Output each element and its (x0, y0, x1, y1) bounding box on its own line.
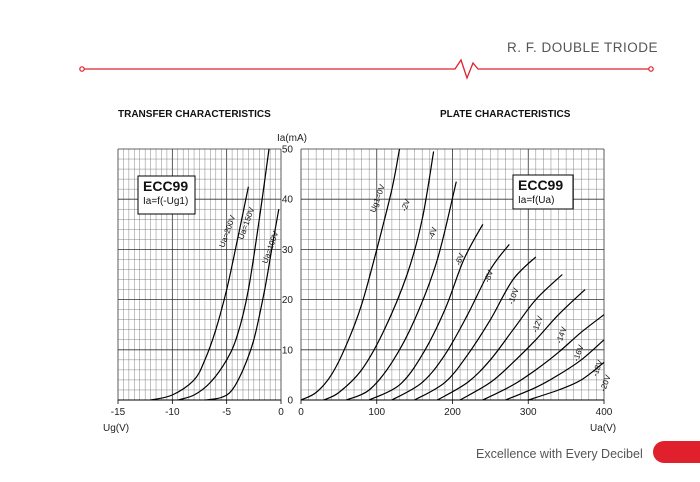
series-curve (300, 148, 401, 401)
series-curve (150, 186, 249, 401)
header-rule-dot-left (79, 66, 85, 72)
legend-box (512, 174, 574, 210)
x-tick-label: 0 (278, 407, 284, 418)
header-rule-line (82, 58, 651, 80)
series-curve (528, 361, 605, 401)
x-tick-label: 400 (596, 407, 613, 418)
series-curve (414, 256, 537, 401)
header-rule-dot-right (648, 66, 654, 72)
x-tick-label: 200 (444, 407, 461, 418)
footer-accent-tab (653, 441, 700, 463)
series-curve (482, 314, 605, 401)
series-label: -4V (426, 225, 439, 240)
series-curve (437, 274, 563, 401)
chart-axes (117, 399, 605, 404)
x-tick-label: -10 (165, 407, 180, 418)
chart-curves (150, 148, 605, 401)
y-tick-label: 40 (282, 195, 294, 206)
series-curve (204, 209, 280, 401)
x-axis-label: Ua(V) (590, 423, 616, 434)
series-curve (323, 151, 435, 401)
series-label: Ua=200V (217, 213, 237, 248)
chart-heading: TRANSFER CHARACTERISTICS (118, 109, 271, 120)
legend-box-title: ECC99 (518, 177, 563, 193)
series-label: -14V (554, 325, 568, 345)
legend-box-title: ECC99 (143, 178, 188, 194)
y-tick-label: 20 (282, 295, 294, 306)
y-tick-label: 30 (282, 245, 294, 256)
series-label: -6V (453, 251, 466, 266)
series-label: -2V (399, 197, 412, 212)
series-curve (346, 181, 457, 401)
x-tick-label: 300 (520, 407, 537, 418)
series-label: -12V (530, 314, 544, 334)
x-tick-label: 0 (298, 407, 304, 418)
y-tick-label: 0 (287, 396, 293, 407)
series-label: -10V (506, 286, 520, 306)
x-tick-label: -5 (222, 407, 231, 418)
series-curve (459, 289, 586, 401)
chart-heading: PLATE CHARACTERISTICS (440, 109, 571, 120)
x-tick-label: -15 (111, 407, 126, 418)
series-label: -18V (590, 358, 604, 378)
page-title: R. F. DOUBLE TRIODE (506, 40, 658, 55)
legend-box-subtitle: Ia=f(Ua) (518, 195, 554, 206)
series-curve (177, 148, 270, 401)
y-axis-label: Ia(mA) (277, 133, 307, 144)
chart-labels: TRANSFER CHARACTERISTICS -15 -10 -5 0 Ug(V) EC… (103, 109, 616, 434)
series-curve (505, 339, 605, 401)
x-axis-label: Ug(V) (103, 423, 129, 434)
y-tick-label: 50 (282, 145, 294, 156)
header-rule (79, 58, 654, 80)
series-label: -8V (482, 268, 495, 283)
footer-tagline: Excellence with Every Decibel (476, 447, 643, 461)
legend-box-subtitle: Ia=f(-Ug1) (143, 196, 188, 207)
legend-box (137, 175, 196, 215)
series-label: Ua=150V (236, 205, 256, 240)
y-tick-label: 10 (282, 345, 294, 356)
series-label: -20V (598, 373, 612, 393)
x-tick-label: 100 (368, 407, 385, 418)
series-curve (391, 244, 510, 401)
series-curve (368, 224, 484, 401)
